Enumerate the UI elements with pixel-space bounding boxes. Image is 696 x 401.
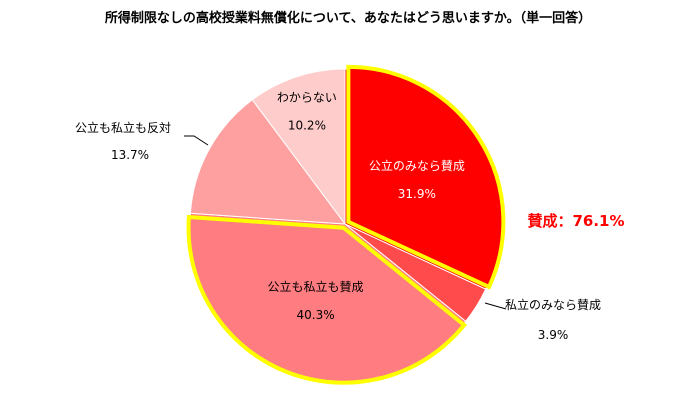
- slice-value-label: 3.9%: [538, 328, 569, 342]
- chart-title: 所得制限なしの高校授業料無償化について、あなたはどう思いますか。（単一回答）: [105, 10, 591, 26]
- pie-slice: [251, 68, 346, 226]
- pie-highlights: [186, 64, 506, 385]
- pie-slice-highlight: [186, 214, 468, 385]
- pie-slice: [189, 99, 347, 225]
- pie-slice-highlight: [346, 64, 506, 290]
- pie-labels: 公立のみなら賛成 31.9% 私立のみなら賛成 3.9% 公立も私立も賛成 40.3% 公立…: [75, 90, 601, 342]
- slice-value-label: 10.2%: [288, 118, 326, 132]
- slice-value-label: 13.7%: [111, 148, 149, 162]
- slice-label: 私立のみなら賛成: [505, 297, 601, 312]
- slice-label: 公立のみなら賛成: [369, 158, 465, 173]
- slice-value-label: 31.9%: [398, 187, 436, 201]
- slice-label: わからない: [277, 90, 337, 104]
- slice-label: 公立も私立も反対: [75, 120, 171, 135]
- pie-leader-lines: [184, 135, 507, 310]
- slice-value-label: 40.3%: [297, 308, 335, 322]
- leader-line: [184, 135, 209, 146]
- summary-label: 賛成：76.1%: [527, 212, 624, 230]
- slice-label: 公立も私立も賛成: [268, 279, 364, 294]
- leader-line: [484, 302, 507, 310]
